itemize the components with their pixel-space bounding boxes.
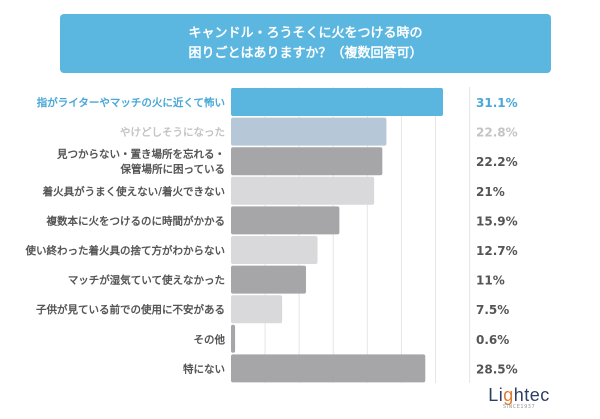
category-label: マッチが湿気ていて使えなかった (68, 274, 225, 287)
value-label: 12.7% (476, 244, 518, 258)
category-label: 着火具がうまく使えない/着火できない (42, 185, 225, 198)
value-label: 15.9% (476, 214, 518, 228)
value-label: 22.2% (476, 155, 518, 169)
category-label: 見つからない・置き場所を忘れる・ (56, 148, 225, 161)
category-label: 保管場所に困っている (120, 163, 225, 176)
bar (231, 236, 318, 264)
chart-title-line-1: キャンドル・ろうそくに火をつける時の (188, 25, 423, 41)
logo-since: SINCE1937 (502, 404, 536, 410)
value-label: 22.8% (476, 126, 518, 140)
value-label: 11% (476, 274, 505, 288)
value-label: 21% (476, 185, 505, 199)
bar (231, 147, 383, 176)
bar (231, 295, 283, 324)
bar (231, 206, 340, 235)
category-label: 子供が見ている前での使用に不安がある (36, 303, 225, 316)
category-label: 指がライターやマッチの火に近くて怖い (37, 96, 225, 109)
category-label: 特にない (183, 362, 225, 375)
bar (231, 265, 306, 294)
category-label: 複数本に火をつけるのに時間がかかる (46, 214, 226, 227)
value-label: 7.5% (476, 303, 509, 317)
bar (231, 176, 375, 205)
category-label: やけどしそうになった (120, 126, 225, 139)
chart-title: キャンドル・ろうそくに火をつける時の 困りごとはありますか？（複数回答可） (60, 14, 551, 73)
bar (231, 88, 443, 116)
bar (231, 354, 426, 383)
value-label: 28.5% (476, 362, 518, 376)
chart-title-line-2: 困りごとはありますか？（複数回答可） (188, 45, 423, 61)
bar (231, 324, 236, 353)
category-label: 使い終わった着火具の捨て方がわからない (25, 244, 226, 257)
lightec-logo: Lightec SINCE1937 (486, 386, 552, 414)
value-label: 31.1% (476, 96, 518, 110)
value-label: 0.6% (476, 333, 509, 347)
category-label: その他 (194, 333, 226, 346)
logo-name: Lightec (488, 385, 550, 405)
bar (231, 117, 387, 146)
